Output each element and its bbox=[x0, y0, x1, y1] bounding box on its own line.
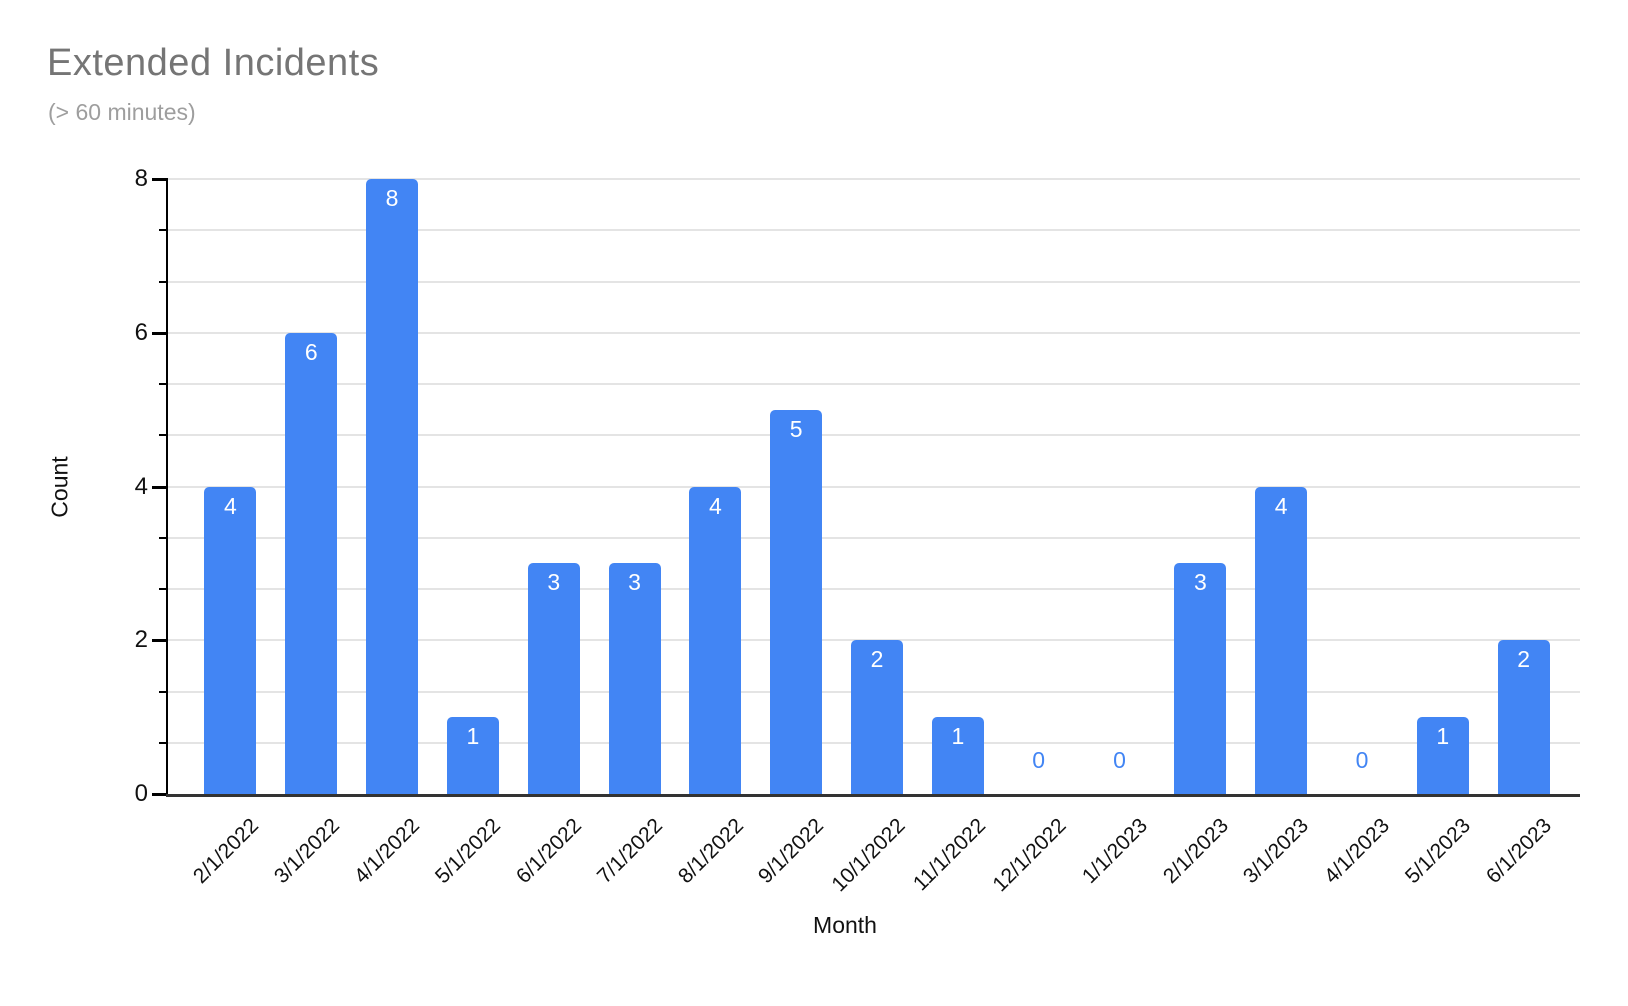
bar-2-1-2023[interactable]: 3 bbox=[1174, 563, 1227, 794]
bar-6-1-2023[interactable]: 2 bbox=[1497, 640, 1550, 794]
y-major-tick bbox=[152, 485, 166, 489]
bar-value-label: 3 bbox=[1193, 569, 1207, 596]
chart-subtitle: (> 60 minutes) bbox=[48, 99, 196, 125]
bar-group: 2 6/1/2023 bbox=[1482, 179, 1564, 888]
x-tick-label: 8/1/2022 bbox=[673, 814, 748, 889]
y-tick-label: 0 bbox=[134, 780, 148, 807]
bar-8-1-2022[interactable]: 4 bbox=[689, 486, 742, 794]
zero-value-label: 0 bbox=[1355, 747, 1369, 773]
x-tick-label: 6/1/2022 bbox=[511, 814, 586, 889]
bar-11-1-2022[interactable]: 1 bbox=[931, 717, 984, 794]
bar-4-1-2022[interactable]: 8 bbox=[366, 179, 419, 794]
bar-value-label: 4 bbox=[708, 492, 722, 519]
bar-group: 1 11/1/2022 bbox=[909, 179, 998, 895]
y-tick-label: 8 bbox=[134, 165, 148, 192]
zero-value-label: 0 bbox=[1032, 747, 1046, 773]
gridline bbox=[168, 536, 1580, 539]
y-minor-tick bbox=[159, 229, 166, 232]
bar-group: 2 10/1/2022 bbox=[827, 179, 918, 896]
gridline bbox=[168, 588, 1580, 590]
bar-value-label: 8 bbox=[385, 185, 399, 211]
bar-value-label: 3 bbox=[547, 569, 561, 596]
y-minor-tick bbox=[159, 536, 166, 539]
bar-value-label: 6 bbox=[304, 338, 318, 365]
bar-group: 1 5/1/2023 bbox=[1401, 179, 1483, 888]
bar-5-1-2023[interactable]: 1 bbox=[1416, 717, 1469, 794]
chart-title: Extended Incidents bbox=[47, 42, 380, 84]
y-tick-label: 6 bbox=[134, 318, 148, 346]
x-tick-label: 2/1/2022 bbox=[188, 814, 263, 889]
bar-7-1-2022[interactable]: 3 bbox=[608, 563, 661, 794]
bar-group: 3 6/1/2022 bbox=[512, 179, 594, 888]
bar-value-label: 2 bbox=[1517, 646, 1531, 673]
bars-container: 4 2/1/2022 6 3/1/2022 8 4/1/2022 1 5/1/2022 3 6/1… bbox=[189, 179, 1564, 896]
bar-group: 8 4/1/2022 bbox=[350, 179, 433, 888]
x-tick-label: 2/1/2023 bbox=[1158, 814, 1233, 889]
y-major-tick bbox=[152, 639, 166, 643]
bar-value-label: 1 bbox=[466, 723, 480, 750]
bar-group: 0 1/1/2023 bbox=[1078, 179, 1160, 888]
gridline bbox=[168, 331, 1580, 334]
bar-5-1-2022[interactable]: 1 bbox=[446, 717, 499, 794]
y-tick-label: 4 bbox=[134, 472, 148, 500]
bar-group: 4 8/1/2022 bbox=[674, 179, 756, 888]
gridline bbox=[168, 229, 1580, 232]
x-tick-label: 10/1/2022 bbox=[826, 814, 910, 897]
gridline bbox=[168, 485, 1580, 488]
x-tick-label: 4/1/2022 bbox=[350, 814, 425, 889]
bar-group: 1 5/1/2022 bbox=[431, 179, 513, 888]
y-minor-tick bbox=[159, 383, 166, 385]
bar-10-1-2022[interactable]: 2 bbox=[851, 640, 904, 794]
bar-group: 3 2/1/2023 bbox=[1159, 179, 1241, 888]
x-tick-label: 7/1/2022 bbox=[592, 814, 667, 889]
x-axis-title: Month bbox=[813, 912, 877, 938]
x-axis-baseline bbox=[166, 794, 1580, 797]
y-minor-tick bbox=[159, 280, 166, 283]
bar-group: 5 9/1/2022 bbox=[754, 179, 837, 888]
bar-group: 4 2/1/2022 bbox=[189, 179, 271, 888]
x-tick-label: 1/1/2023 bbox=[1077, 814, 1152, 889]
bar-3-1-2022[interactable]: 6 bbox=[285, 332, 338, 794]
y-minor-tick bbox=[159, 434, 166, 437]
x-tick-label: 3/1/2023 bbox=[1239, 814, 1314, 889]
bar-value-label: 1 bbox=[1436, 723, 1450, 750]
bar-3-1-2023[interactable]: 4 bbox=[1255, 486, 1308, 794]
x-tick-label: 12/1/2022 bbox=[988, 814, 1071, 897]
x-tick-label: 5/1/2022 bbox=[431, 814, 506, 889]
y-minor-tick bbox=[159, 588, 166, 590]
bar-group: 3 7/1/2022 bbox=[593, 179, 675, 888]
bar-group: 0 12/1/2022 bbox=[989, 179, 1079, 896]
y-major-tick bbox=[152, 331, 166, 335]
y-axis-line bbox=[166, 178, 168, 797]
gridline bbox=[168, 383, 1580, 385]
bar-value-label: 4 bbox=[224, 492, 237, 519]
x-tick-label: 4/1/2023 bbox=[1320, 814, 1395, 889]
bar-value-label: 1 bbox=[951, 723, 965, 750]
bar-group: 4 3/1/2023 bbox=[1239, 179, 1322, 888]
x-tick-label: 9/1/2022 bbox=[754, 814, 829, 889]
y-major-tick bbox=[152, 178, 166, 181]
x-tick-label: 6/1/2023 bbox=[1481, 814, 1556, 889]
gridline bbox=[168, 178, 1580, 180]
y-major-tick bbox=[152, 793, 166, 796]
bar-value-label: 3 bbox=[628, 569, 641, 596]
gridline bbox=[168, 434, 1580, 437]
bar-value-label: 5 bbox=[789, 415, 803, 442]
bar-group: 0 4/1/2023 bbox=[1320, 179, 1403, 888]
x-tick-label: 11/1/2022 bbox=[908, 814, 991, 896]
zero-value-label: 0 bbox=[1113, 747, 1126, 773]
gridline bbox=[168, 280, 1580, 283]
bar-value-label: 2 bbox=[870, 646, 884, 673]
bar-value-label: 4 bbox=[1274, 492, 1288, 519]
y-minor-tick bbox=[159, 741, 166, 744]
bar-9-1-2022[interactable]: 5 bbox=[770, 409, 823, 794]
x-tick-label: 5/1/2023 bbox=[1401, 814, 1476, 889]
x-tick-label: 3/1/2022 bbox=[269, 814, 344, 889]
bar-group: 6 3/1/2022 bbox=[269, 179, 352, 888]
y-tick-label: 2 bbox=[134, 626, 148, 654]
y-minor-tick bbox=[159, 690, 166, 693]
bar-6-1-2022[interactable]: 3 bbox=[527, 563, 580, 794]
bar-2-1-2022[interactable]: 4 bbox=[204, 486, 257, 794]
